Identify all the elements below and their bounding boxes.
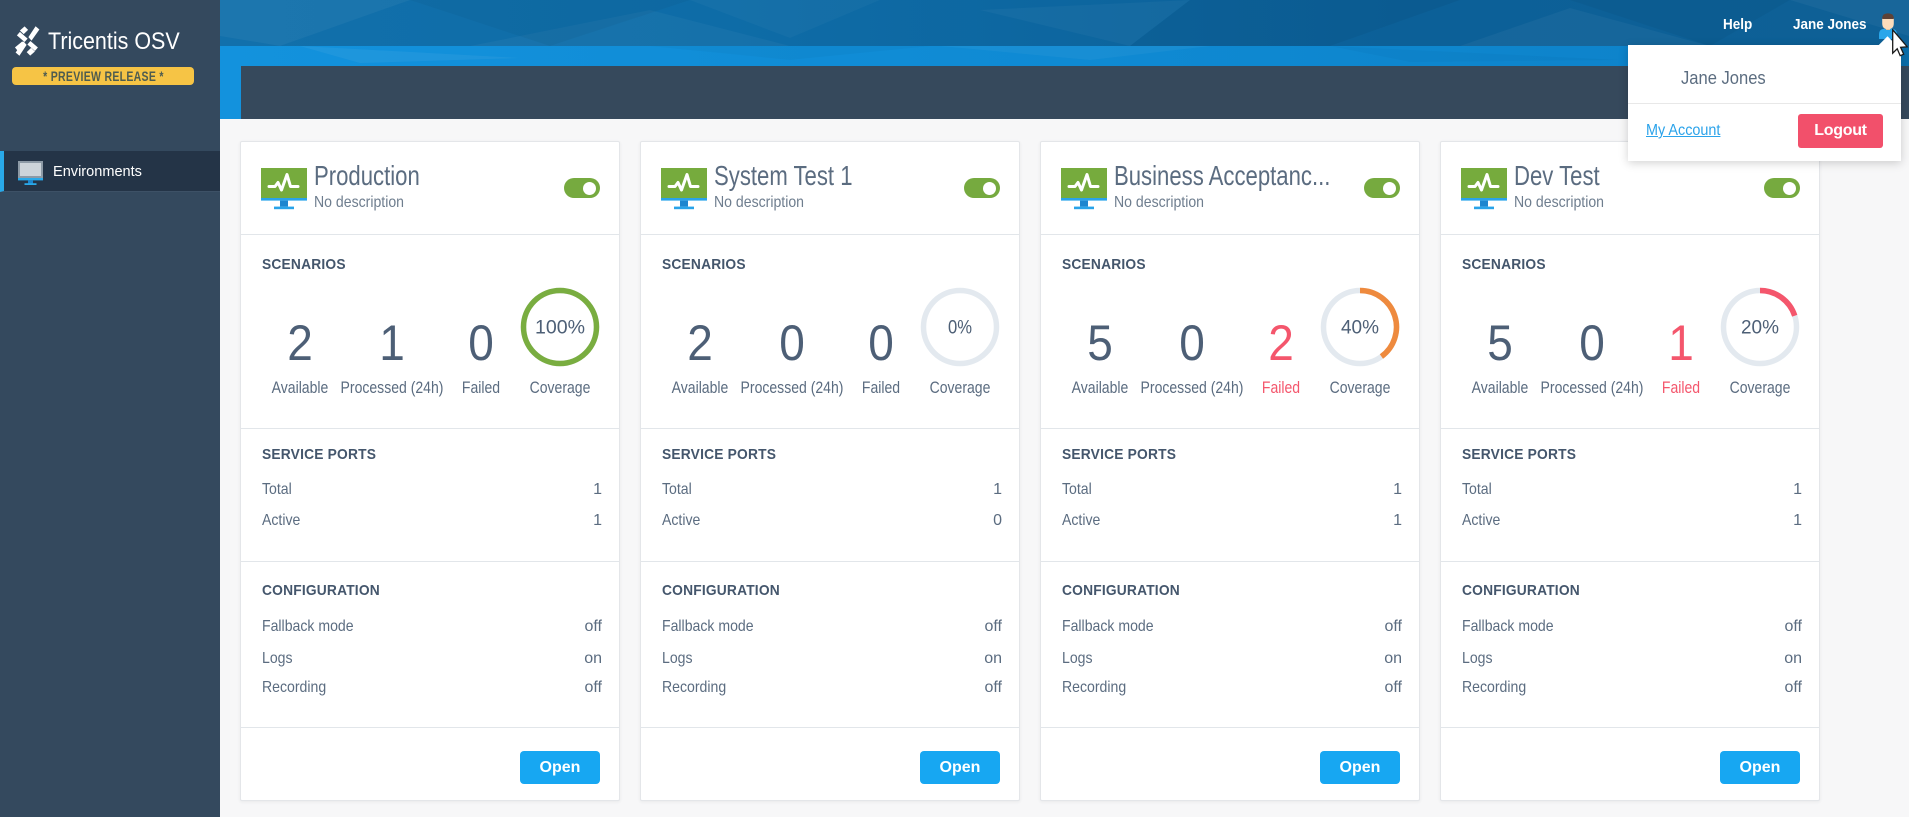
- svg-text:20%: 20%: [1741, 318, 1779, 339]
- svg-text:100%: 100%: [535, 318, 585, 339]
- svg-text:40%: 40%: [1341, 318, 1379, 339]
- svg-text:0%: 0%: [948, 318, 972, 339]
